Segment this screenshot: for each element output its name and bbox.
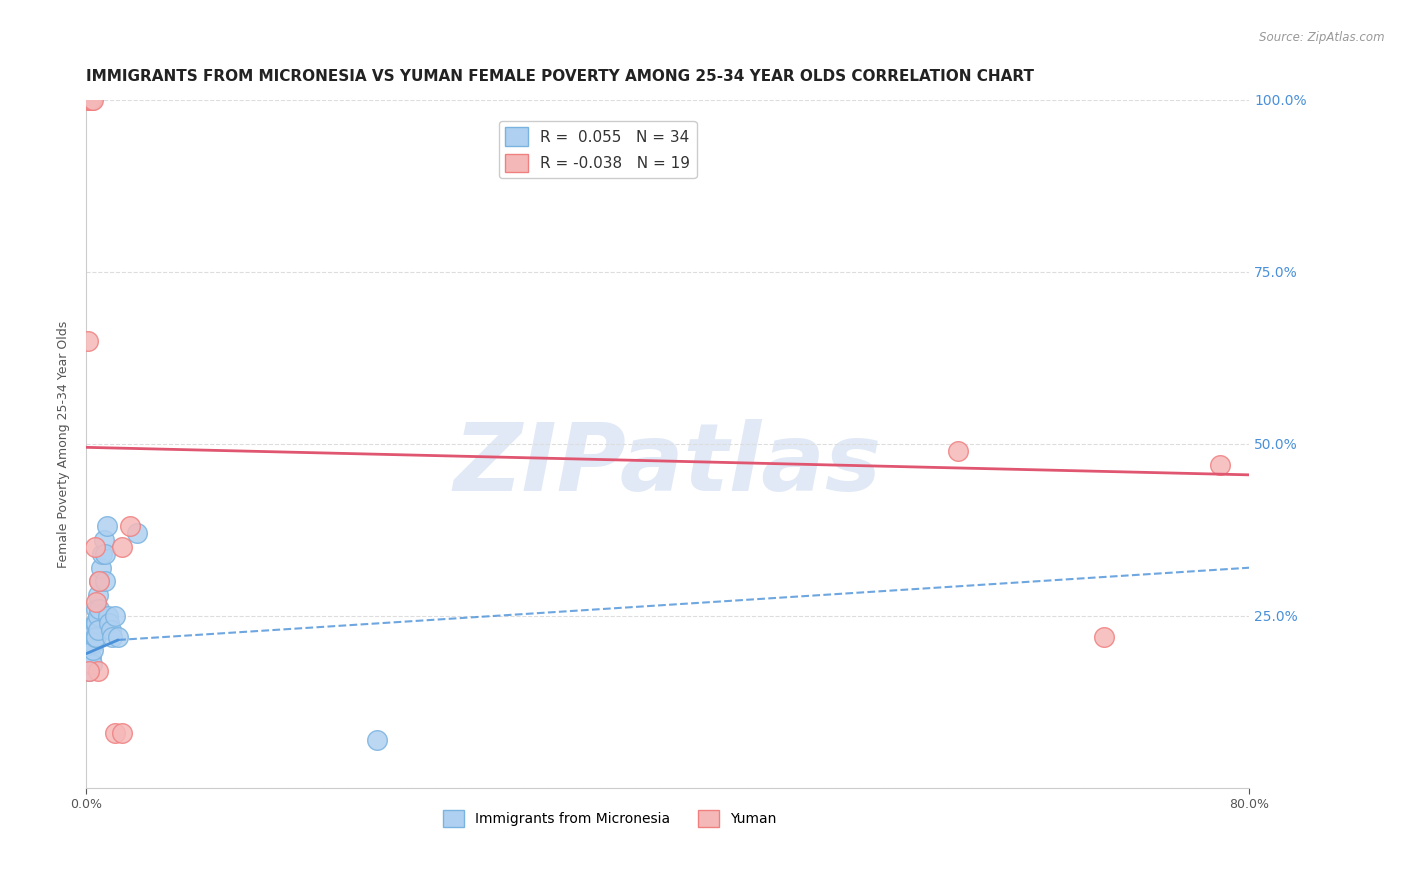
Point: [86, 595, 108, 609]
Point: [79, 650, 101, 665]
Point: [104, 726, 127, 740]
Point: [87, 623, 110, 637]
Point: [97, 608, 120, 623]
Point: [82, 643, 104, 657]
Point: [83, 615, 105, 630]
Point: [86, 615, 108, 630]
Point: [101, 630, 124, 644]
Point: [87, 588, 110, 602]
Point: [96, 519, 118, 533]
Y-axis label: Female Poverty Among 25-34 Year Olds: Female Poverty Among 25-34 Year Olds: [58, 320, 70, 567]
Point: [111, 726, 134, 740]
Point: [76, 657, 98, 671]
Point: [76, 93, 98, 107]
Point: [89, 574, 111, 589]
Point: [86, 602, 108, 616]
Point: [93, 533, 115, 548]
Point: [90, 560, 112, 574]
Point: [77, 93, 100, 107]
Point: [76, 334, 98, 348]
Legend: Immigrants from Micronesia, Yuman: Immigrants from Micronesia, Yuman: [437, 805, 782, 832]
Point: [79, 93, 101, 107]
Point: [1092, 630, 1115, 644]
Text: IMMIGRANTS FROM MICRONESIA VS YUMAN FEMALE POVERTY AMONG 25-34 YEAR OLDS CORRELA: IMMIGRANTS FROM MICRONESIA VS YUMAN FEMA…: [86, 69, 1035, 84]
Point: [77, 664, 100, 678]
Point: [125, 526, 148, 541]
Point: [86, 630, 108, 644]
Text: ZIPatlas: ZIPatlas: [454, 418, 882, 510]
Point: [83, 630, 105, 644]
Point: [366, 732, 388, 747]
Point: [98, 615, 121, 630]
Point: [100, 623, 122, 637]
Point: [89, 574, 111, 589]
Point: [111, 540, 134, 554]
Point: [77, 664, 100, 678]
Point: [1209, 458, 1232, 472]
Point: [79, 630, 101, 644]
Point: [107, 630, 129, 644]
Point: [79, 93, 101, 107]
Point: [91, 547, 114, 561]
Point: [94, 547, 117, 561]
Point: [83, 540, 105, 554]
Point: [948, 443, 970, 458]
Point: [118, 519, 141, 533]
Point: [87, 608, 110, 623]
Point: [80, 657, 103, 671]
Point: [80, 93, 103, 107]
Point: [82, 93, 104, 107]
Text: Source: ZipAtlas.com: Source: ZipAtlas.com: [1260, 31, 1385, 45]
Point: [77, 643, 100, 657]
Point: [89, 602, 111, 616]
Point: [87, 664, 110, 678]
Point: [94, 574, 117, 589]
Point: [80, 636, 103, 650]
Point: [82, 623, 104, 637]
Point: [82, 636, 104, 650]
Point: [104, 608, 127, 623]
